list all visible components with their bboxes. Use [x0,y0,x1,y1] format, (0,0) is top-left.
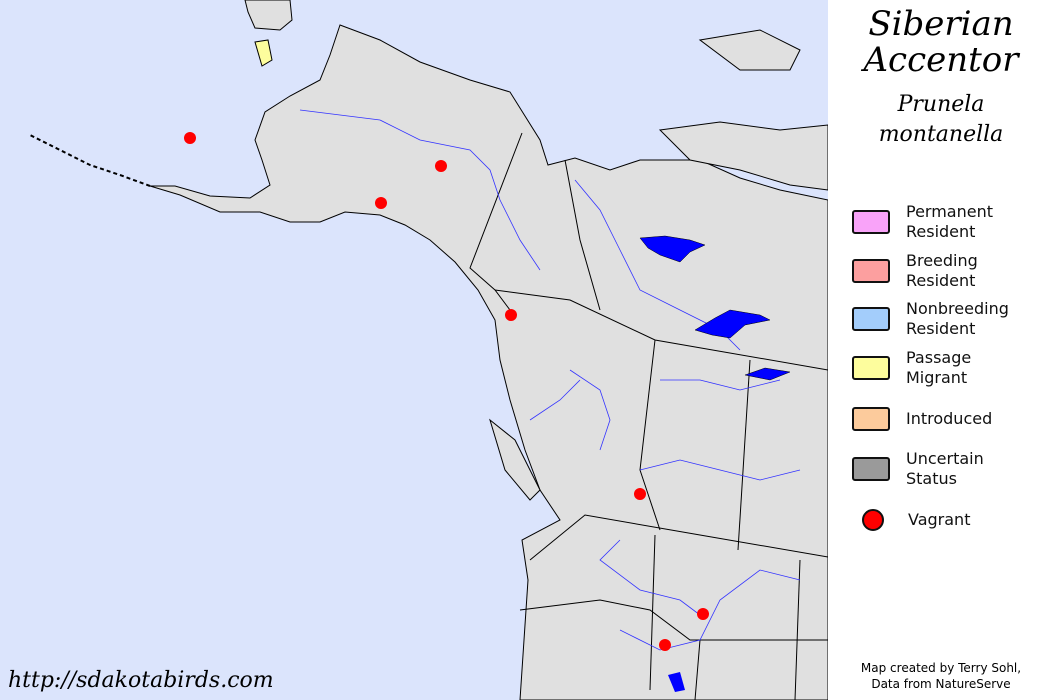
scientific-name-line-2: montanella [878,122,1004,147]
swatch-uncertain-status [852,457,890,481]
vagrant-dot [505,309,517,321]
legend-permanent-resident: Permanent Resident [852,200,993,244]
legend-label: Breeding Resident [906,251,978,290]
vagrant-dot [375,197,387,209]
legend-label: Vagrant [908,510,971,529]
lake-great-slave [694,309,771,339]
legend-label: Uncertain Status [906,449,984,488]
legend-nonbreeding-resident: Nonbreeding Resident [852,297,1009,341]
land-arctic-island-north [698,29,801,71]
land-north-america [149,24,828,700]
vagrant-dot [435,160,447,172]
species-common-name: Siberian Accentor [828,6,1054,78]
legend-label: Permanent Resident [906,202,994,241]
swatch-permanent-resident [852,210,890,234]
common-name-line-2: Accentor [863,40,1019,80]
legend-introduced: Introduced [852,397,992,441]
scientific-name-line-1: Prunela [897,92,985,117]
swatch-breeding-resident [852,259,890,283]
swatch-nonbreeding-resident [852,307,890,331]
swatch-introduced [852,407,890,431]
legend-uncertain-status: Uncertain Status [852,447,984,491]
legend-panel: Siberian Accentor Prunela montanella Per… [828,0,1054,700]
vagrant-dot-icon [862,509,884,531]
lake-athabasca [744,367,791,381]
vagrant-dot [659,639,671,651]
land-aleutians [29,134,151,187]
land-chukotka [244,0,293,31]
swatch-passage-migrant [852,356,890,380]
vagrant-dot [184,132,196,144]
legend-label: Introduced [906,409,993,428]
legend-label: Passage Migrant [906,348,972,387]
map-credit: Map created by Terry Sohl, Data from Nat… [860,661,1022,691]
land-arctic-islands [658,121,828,191]
range-map [0,0,828,700]
legend-breeding-resident: Breeding Resident [852,249,978,293]
lake-great-bear [639,235,706,263]
species-scientific-name: Prunela montanella [828,90,1054,150]
land-st-lawrence-island [254,39,273,67]
vagrant-records [184,132,709,651]
legend-passage-migrant: Passage Migrant [852,346,971,390]
legend-label: Nonbreeding Resident [906,299,1009,338]
vagrant-dot [634,488,646,500]
lake-flathead [668,672,685,692]
land-vancouver-island [489,418,541,501]
vagrant-dot [697,608,709,620]
legend-vagrant: Vagrant [852,498,970,542]
website-url[interactable]: http://sdakotabirds.com [8,668,274,693]
common-name-line-1: Siberian [868,4,1014,44]
